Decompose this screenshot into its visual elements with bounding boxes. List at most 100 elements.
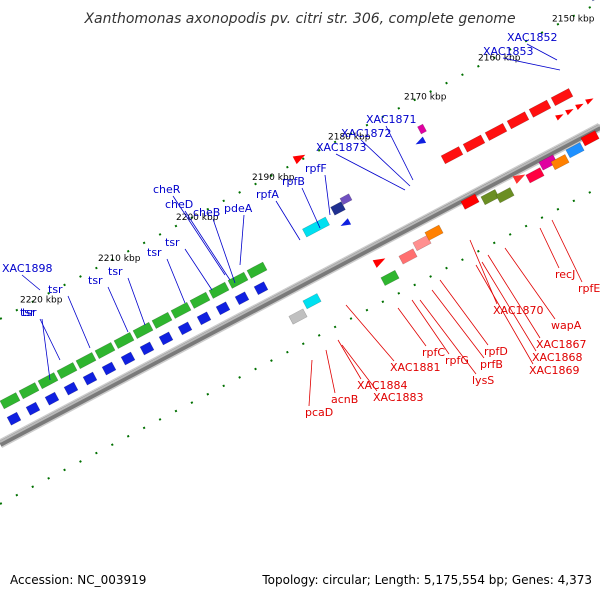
gene-feature-reverse bbox=[101, 361, 117, 376]
gene-feature-forward bbox=[380, 269, 400, 287]
gene-label: XAC1852 bbox=[507, 31, 558, 44]
gene-label: acnB bbox=[331, 393, 358, 406]
gene-label: XAC1853 bbox=[483, 45, 534, 58]
gene-label: cheR bbox=[153, 183, 181, 196]
gene-feature-reverse bbox=[417, 123, 427, 135]
gene-label: XAC1870 bbox=[493, 304, 544, 317]
gene-label: cheB bbox=[193, 206, 220, 219]
gene-label: XAC1872 bbox=[341, 127, 392, 140]
tick-label: 2150 kbp bbox=[552, 14, 595, 24]
gene-feature-reverse bbox=[6, 411, 22, 426]
gene-label: tsr bbox=[48, 283, 63, 296]
gene-feature-reverse bbox=[177, 321, 193, 336]
gene-feature-forward bbox=[398, 248, 418, 265]
gene-feature-forward bbox=[525, 167, 545, 184]
gene-feature-forward bbox=[480, 189, 500, 206]
gene-label: rpfA bbox=[256, 188, 279, 201]
strand-guide-lines bbox=[0, 1, 600, 505]
gene-feature-forward bbox=[288, 308, 308, 325]
gene-feature-reverse bbox=[415, 136, 427, 145]
gene-feature-reverse bbox=[151, 311, 173, 329]
gene-feature-reverse bbox=[56, 362, 78, 380]
gene-label: tsr bbox=[20, 306, 35, 319]
gene-label: rpfG bbox=[445, 354, 469, 367]
gene-feature-forward bbox=[555, 114, 564, 121]
gene-feature-reverse bbox=[196, 311, 212, 326]
gene-feature-reverse bbox=[139, 341, 155, 356]
gene-label: rpfB bbox=[282, 175, 305, 188]
label-leader-lines bbox=[21, 43, 583, 407]
gene-feature-reverse bbox=[37, 372, 59, 390]
gene-feature-reverse bbox=[227, 271, 249, 289]
topology-text: Topology: circular; Length: 5,175,554 bp… bbox=[262, 573, 592, 587]
gene-feature-reverse bbox=[340, 218, 352, 227]
gene-feature-forward bbox=[538, 154, 558, 171]
gene-feature-forward bbox=[372, 258, 386, 268]
gene-feature-reverse bbox=[170, 301, 192, 319]
gene-label: XAC1869 bbox=[529, 364, 580, 377]
gene-label: tsr bbox=[147, 246, 162, 259]
gene-feature-reverse bbox=[44, 391, 60, 406]
gene-label: tsr bbox=[108, 265, 123, 278]
gene-label: XAC1871 bbox=[366, 113, 417, 126]
gene-feature-reverse bbox=[330, 201, 346, 216]
gene-label: rpfE bbox=[578, 282, 600, 295]
gene-label: rpfF bbox=[305, 162, 327, 175]
gene-feature-reverse bbox=[246, 261, 268, 279]
gene-label: tsr bbox=[22, 306, 37, 319]
gene-label: pcaD bbox=[305, 406, 333, 419]
gene-label: recJ bbox=[555, 268, 575, 281]
gene-label: wapA bbox=[551, 319, 582, 332]
gene-feature-forward bbox=[292, 154, 306, 165]
gene-feature-reverse bbox=[113, 331, 135, 350]
gene-feature-forward bbox=[565, 108, 574, 116]
gene-feature-reverse bbox=[0, 392, 21, 410]
tick-label: 2180 kbp bbox=[328, 133, 371, 143]
gene-feature-forward bbox=[462, 134, 486, 153]
gene-label: XAC1883 bbox=[373, 391, 424, 404]
gene-label: XAC1868 bbox=[532, 351, 583, 364]
gene-feature-reverse bbox=[208, 281, 230, 299]
gene-feature-reverse bbox=[82, 371, 98, 386]
gene-feature-forward bbox=[565, 142, 585, 159]
tick-label: 2220 kbp bbox=[20, 295, 63, 305]
tick-label: 2200 kbp bbox=[176, 213, 219, 223]
gene-label: pdeA bbox=[224, 202, 253, 215]
gene-feature-forward bbox=[495, 187, 515, 204]
gene-label: tsr bbox=[88, 274, 103, 287]
gene-feature-forward bbox=[460, 193, 480, 210]
gene-label: XAC1881 bbox=[390, 361, 441, 374]
tick-label: 2210 kbp bbox=[98, 254, 141, 264]
gene-feature-reverse bbox=[120, 351, 136, 366]
accession-text: Accession: NC_003919 bbox=[10, 573, 147, 587]
genome-backbone bbox=[0, 123, 600, 448]
gene-feature-reverse bbox=[75, 352, 97, 370]
gene-label: lysS bbox=[472, 374, 494, 387]
gene-feature-forward bbox=[506, 111, 530, 130]
gene-feature-forward bbox=[424, 224, 444, 241]
gene-feature-forward bbox=[302, 293, 322, 310]
gene-label: rpfC bbox=[422, 346, 445, 359]
gene-feature-reverse bbox=[63, 381, 79, 396]
gene-feature-forward bbox=[550, 88, 574, 107]
gene-label: XAC1873 bbox=[316, 141, 367, 154]
gene-feature-reverse bbox=[339, 193, 353, 205]
gene-feature-forward bbox=[550, 154, 570, 171]
gene-label: XAC1867 bbox=[536, 338, 587, 351]
gene-label: rpfD bbox=[484, 345, 508, 358]
gene-label: prfB bbox=[480, 358, 503, 371]
gene-feature-reverse bbox=[94, 342, 116, 360]
gene-feature-reverse bbox=[132, 321, 154, 339]
tick-label: 2160 kbp bbox=[478, 53, 521, 63]
gene-feature-forward bbox=[575, 103, 584, 110]
gene-feature-reverse bbox=[25, 401, 41, 416]
gene-labels: XAC1852XAC1853XAC1871XAC1872XAC1873rpfFr… bbox=[2, 31, 600, 419]
gene-feature-reverse bbox=[18, 382, 40, 400]
tick-label: 2190 kbp bbox=[252, 173, 295, 183]
gene-feature-reverse bbox=[302, 216, 330, 238]
gene-label: tsr bbox=[165, 236, 180, 249]
gene-features bbox=[0, 0, 600, 426]
gene-feature-forward bbox=[512, 174, 526, 184]
gene-feature-reverse bbox=[158, 331, 174, 346]
